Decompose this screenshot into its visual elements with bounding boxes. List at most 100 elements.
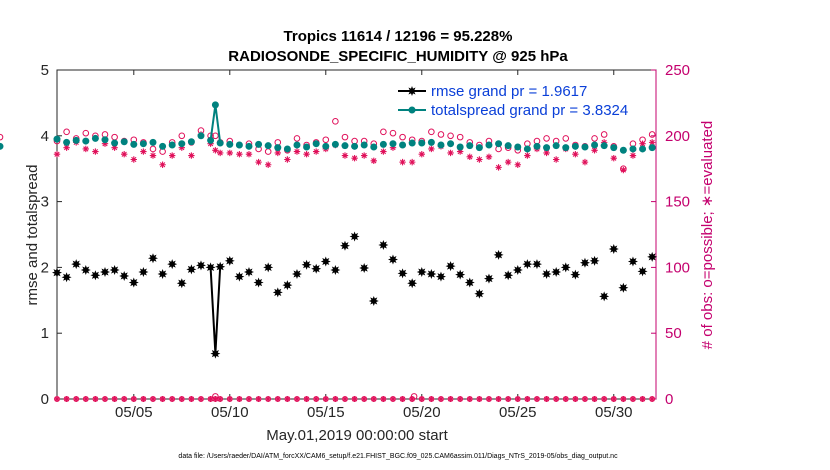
rmse-point-shape: [195, 260, 206, 271]
totalspread-point: [351, 142, 359, 150]
totalspread-point: [139, 140, 147, 148]
rmse-point-shape: [330, 265, 341, 276]
totalspread-point: [341, 142, 349, 150]
obs-zero-possible-point: [265, 396, 272, 402]
rmse-point: [599, 291, 610, 302]
obs-possible-point: [322, 136, 330, 144]
rmse-point-shape: [90, 270, 101, 281]
obs-zero-possible-point: [543, 396, 550, 402]
totalspread-point: [197, 132, 205, 140]
rmse-point: [589, 255, 600, 266]
obs-zero-evaluated-point: [169, 396, 176, 402]
chart-title-line2: RADIOSONDE_SPECIFIC_HUMIDITY @ 925 hPa: [228, 48, 568, 65]
rmse-point-shape: [109, 265, 120, 276]
y-left-tick-label: 1: [41, 325, 49, 342]
rmse-point-shape: [493, 249, 504, 260]
rmse-point: [186, 264, 197, 275]
rmse-point-shape: [618, 282, 629, 293]
obs-zero-evaluated-point: [553, 396, 560, 402]
rmse-point: [522, 259, 533, 270]
totalspread-point: [543, 144, 551, 152]
obs-evaluated-point: [130, 156, 137, 163]
obs-zero-evaluated-point: [533, 396, 540, 402]
obs-zero-possible-point: [73, 396, 80, 402]
obs-zero-evaluated-point: [581, 396, 588, 402]
totalspread-point: [418, 139, 426, 147]
obs-evaluated-point: [92, 148, 99, 155]
obs-zero-evaluated-point: [207, 396, 214, 402]
rmse-point: [138, 267, 149, 278]
obs-evaluated-point: [216, 149, 224, 157]
obs-zero-evaluated-point: [303, 396, 310, 402]
obs-zero-possible-point: [342, 396, 348, 402]
rmse-point: [263, 262, 274, 273]
rmse-point: [560, 262, 571, 273]
rmse-point-shape: [61, 272, 72, 283]
obs-zero-possible-point: [217, 396, 224, 402]
obs-zero-possible-point: [246, 396, 252, 402]
totalspread-point: [514, 143, 522, 151]
obs-evaluated-point: [495, 164, 502, 171]
y-right-tick-label: 200: [665, 128, 690, 145]
obs-evaluated-point: [226, 149, 233, 157]
obs-zero-possible-point: [380, 396, 387, 402]
rmse-point-shape: [167, 259, 178, 270]
totalspread-point: [331, 140, 339, 148]
obs-evaluated-point: [389, 144, 397, 151]
rmse-point: [224, 255, 235, 266]
obs-evaluated-point: [591, 147, 598, 154]
rmse-point: [397, 268, 408, 279]
obs-zero-possible-point: [418, 396, 425, 402]
rmse-point-shape: [272, 287, 283, 298]
rmse-point: [100, 267, 110, 278]
x-tick-label: 05/10: [211, 404, 249, 421]
obs-evaluated-point: [159, 161, 166, 168]
rmse-point: [426, 268, 437, 279]
obs-zero-possible-point: [438, 396, 444, 402]
obs-zero-possible-point: [169, 396, 176, 402]
obs-zero-evaluated-point: [351, 396, 358, 402]
obs-zero-evaluated-point: [197, 396, 204, 402]
totalspread-point: [648, 144, 656, 152]
y-left-tick-label: 5: [41, 62, 49, 79]
obs-zero-possible-point: [332, 396, 339, 402]
y-axis-right-label: # of obs: o=possible; ∗=evaluated: [699, 121, 716, 350]
totalspread-point: [389, 140, 397, 148]
obs-zero-evaluated-point: [265, 396, 272, 402]
rmse-point-shape: [368, 295, 379, 306]
chart-title-line1: Tropics 11614 / 12196 = 95.228%: [284, 28, 513, 45]
obs-zero-possible-point: [140, 396, 147, 402]
obs-zero-evaluated-point: [178, 396, 185, 402]
obs-zero-possible-point: [534, 396, 540, 402]
obs-evaluated-point: [514, 161, 521, 168]
y-left-tick-label: 4: [41, 128, 49, 145]
obs-evaluated-point: [293, 148, 301, 155]
obs-possible-point: [447, 132, 454, 140]
obs-evaluated-point: [140, 148, 147, 155]
obs-zero-possible-point: [466, 396, 473, 402]
legend-rmse-label: rmse grand pr = 1.9617: [431, 83, 587, 100]
obs-zero-possible-point: [92, 396, 99, 402]
totalspread-point: [235, 141, 243, 149]
rmse-point-shape: [349, 231, 360, 242]
obs-possible-point: [428, 128, 435, 136]
obs-zero-evaluated-point: [217, 396, 224, 402]
y-left-tick-label: 2: [41, 259, 49, 276]
obs-evaluated-point: [504, 158, 512, 166]
totalspread-point: [245, 142, 253, 150]
obs-possible-point: [111, 133, 118, 141]
obs-evaluated-point: [399, 158, 406, 166]
obs-evaluated-point: [524, 152, 531, 159]
rmse-point: [359, 263, 370, 274]
rmse-point: [109, 265, 120, 276]
totalspread-point: [562, 144, 570, 152]
rmse-point-shape: [186, 264, 197, 275]
rmse-point: [210, 348, 221, 359]
rmse-point-shape: [71, 259, 82, 270]
rmse-point-shape: [243, 267, 254, 278]
totalspread-point: [120, 138, 128, 146]
totalspread-point: [581, 143, 589, 151]
rmse-point: [407, 278, 418, 289]
rmse-point-shape: [589, 255, 600, 266]
totalspread-point: [82, 137, 90, 145]
